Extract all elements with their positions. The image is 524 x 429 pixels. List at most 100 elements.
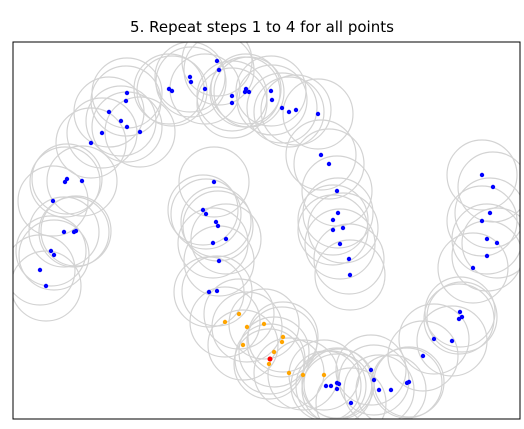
neighborhood-circle (13, 250, 82, 322)
neighborhood-circle (66, 97, 138, 169)
neighborhood-circle (196, 60, 268, 132)
data-point (449, 338, 455, 344)
data-point (62, 179, 68, 185)
neighborhood-circle (454, 177, 520, 249)
data-point (124, 124, 130, 130)
neighborhood-circle (15, 215, 87, 287)
data-point (124, 90, 130, 96)
data-point (215, 223, 221, 229)
data-point (269, 97, 275, 103)
data-point (457, 309, 463, 315)
data-point (216, 67, 222, 73)
neighborhood-circle (13, 234, 76, 306)
neighborhood-circle (29, 146, 101, 218)
data-point (229, 93, 235, 99)
neighborhood-circle (398, 303, 470, 375)
data-point (43, 283, 49, 289)
neighborhood-circle (18, 219, 90, 291)
data-point (376, 387, 382, 393)
neighborhood-circle (343, 354, 415, 419)
data-point (210, 240, 216, 246)
data-point (223, 236, 229, 242)
neighborhood-circle (46, 145, 118, 217)
data-point (404, 380, 410, 386)
data-point (490, 184, 496, 190)
data-point (318, 152, 324, 158)
chart-title: 5. Repeat steps 1 to 4 for all points (130, 18, 394, 36)
data-point (335, 210, 341, 216)
neighborhood-circle (267, 339, 339, 411)
neighbor-point (261, 321, 267, 327)
data-point (187, 74, 193, 80)
neighbor-point (244, 324, 250, 330)
neighborhood-circle (167, 174, 239, 246)
data-point (137, 129, 143, 135)
data-point (420, 353, 426, 359)
data-point (206, 289, 212, 295)
data-point (99, 130, 105, 136)
data-point (479, 218, 485, 224)
neighborhood-circle (302, 177, 374, 249)
data-point (123, 98, 129, 104)
neighborhood-circle (437, 232, 509, 304)
data-point (456, 316, 462, 322)
data-point (88, 140, 94, 146)
neighborhood-circle (461, 207, 520, 279)
data-point (494, 240, 500, 246)
neighborhood-circle (104, 96, 176, 168)
data-point (286, 109, 292, 115)
data-point (213, 219, 219, 225)
neighborhood-circle (17, 165, 89, 237)
data-point (268, 88, 274, 94)
neighbor-point (321, 372, 327, 378)
data-point (229, 100, 235, 106)
neighborhood-circle (307, 192, 379, 264)
neighborhood-circle (446, 139, 518, 211)
neighbor-point (236, 311, 242, 317)
data-point (50, 198, 56, 204)
neighborhood-circle (40, 195, 112, 267)
data-point (61, 229, 67, 235)
data-point (203, 211, 209, 217)
data-point (484, 236, 490, 242)
data-point (346, 256, 352, 262)
neighborhood-circle (313, 223, 385, 295)
plot-frame (12, 41, 521, 420)
neighborhood-circle (260, 74, 332, 146)
neighborhood-circle (180, 186, 252, 258)
neighborhood-circle (38, 196, 110, 268)
neighborhood-circle (253, 76, 325, 148)
data-point (214, 58, 220, 64)
data-point (315, 111, 321, 117)
neighborhood-circle (282, 78, 354, 150)
neighborhood-circle (301, 347, 373, 419)
data-point (169, 88, 175, 94)
neighborhood-circle (247, 301, 319, 373)
neighbor-point (280, 334, 286, 340)
neighborhood-circle (235, 55, 307, 127)
data-point (246, 89, 252, 95)
data-point (48, 248, 54, 254)
data-point (336, 381, 342, 387)
neighborhood-circle (303, 348, 375, 419)
data-point (334, 188, 340, 194)
data-point (279, 105, 285, 111)
neighborhood-circle (196, 67, 268, 139)
neighborhood-circle (293, 128, 365, 200)
data-point (484, 253, 490, 259)
neighborhood-circle (335, 334, 407, 406)
neighbor-point (240, 342, 246, 348)
neighbor-point (271, 349, 277, 355)
data-point (214, 288, 220, 294)
data-point (347, 272, 353, 278)
data-point (479, 172, 485, 178)
data-point (348, 400, 354, 406)
neighborhood-circle (246, 306, 318, 378)
neighborhood-circle (451, 203, 520, 275)
data-point (371, 377, 377, 383)
data-point (431, 336, 437, 342)
neighbor-point (279, 339, 285, 345)
neighbor-point (222, 319, 228, 325)
neighbor-point (300, 372, 306, 378)
